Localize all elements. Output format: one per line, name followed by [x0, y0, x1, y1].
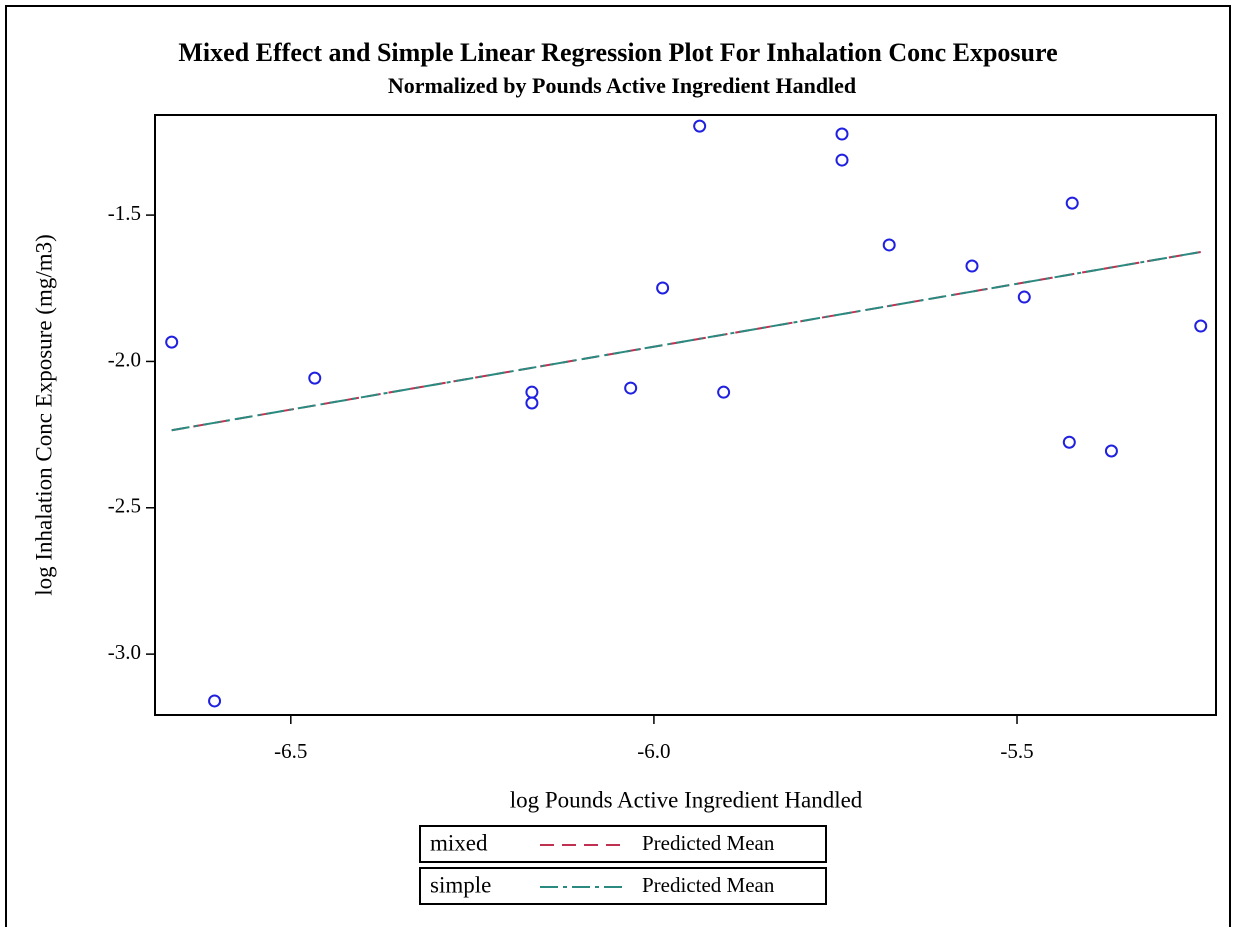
data-point	[717, 385, 731, 399]
data-point	[693, 119, 707, 133]
legend-label: Predicted Mean	[642, 873, 775, 897]
data-point	[525, 385, 539, 399]
data-point	[835, 127, 849, 141]
y-tick-label: -3.0	[108, 640, 141, 664]
data-point	[308, 371, 322, 385]
y-tick-label: -2.5	[108, 494, 141, 518]
data-point	[965, 259, 979, 273]
data-point	[1062, 435, 1076, 449]
plot-frame	[154, 114, 1217, 716]
page-border	[5, 5, 1231, 927]
chart-subtitle: Normalized by Pounds Active Ingredient H…	[388, 73, 856, 98]
data-point	[882, 238, 896, 252]
data-point	[525, 396, 539, 410]
y-tick-label: -1.5	[108, 201, 141, 225]
legend-box	[419, 867, 827, 905]
chart-title: Mixed Effect and Simple Linear Regressio…	[178, 38, 1057, 67]
data-point	[165, 335, 179, 349]
data-point	[656, 281, 670, 295]
data-point	[208, 694, 222, 708]
x-axis-label: log Pounds Active Ingredient Handled	[510, 787, 863, 812]
data-point	[1017, 290, 1031, 304]
legend-group: mixed	[430, 830, 488, 855]
y-axis-label: log Inhalation Conc Exposure (mg/m3)	[31, 234, 56, 596]
x-tick-label: -5.5	[1000, 739, 1033, 763]
legend-label: Predicted Mean	[642, 831, 775, 855]
fit-line	[171, 250, 1201, 432]
legend-box	[419, 825, 827, 863]
data-point	[1194, 319, 1208, 333]
x-tick-label: -6.5	[274, 739, 307, 763]
data-point	[1104, 444, 1118, 458]
data-point	[624, 381, 638, 395]
legend-group: simple	[430, 872, 491, 897]
x-tick-label: -6.0	[637, 739, 670, 763]
data-point	[1065, 196, 1079, 210]
data-point	[835, 153, 849, 167]
y-tick-label: -2.0	[108, 347, 141, 371]
